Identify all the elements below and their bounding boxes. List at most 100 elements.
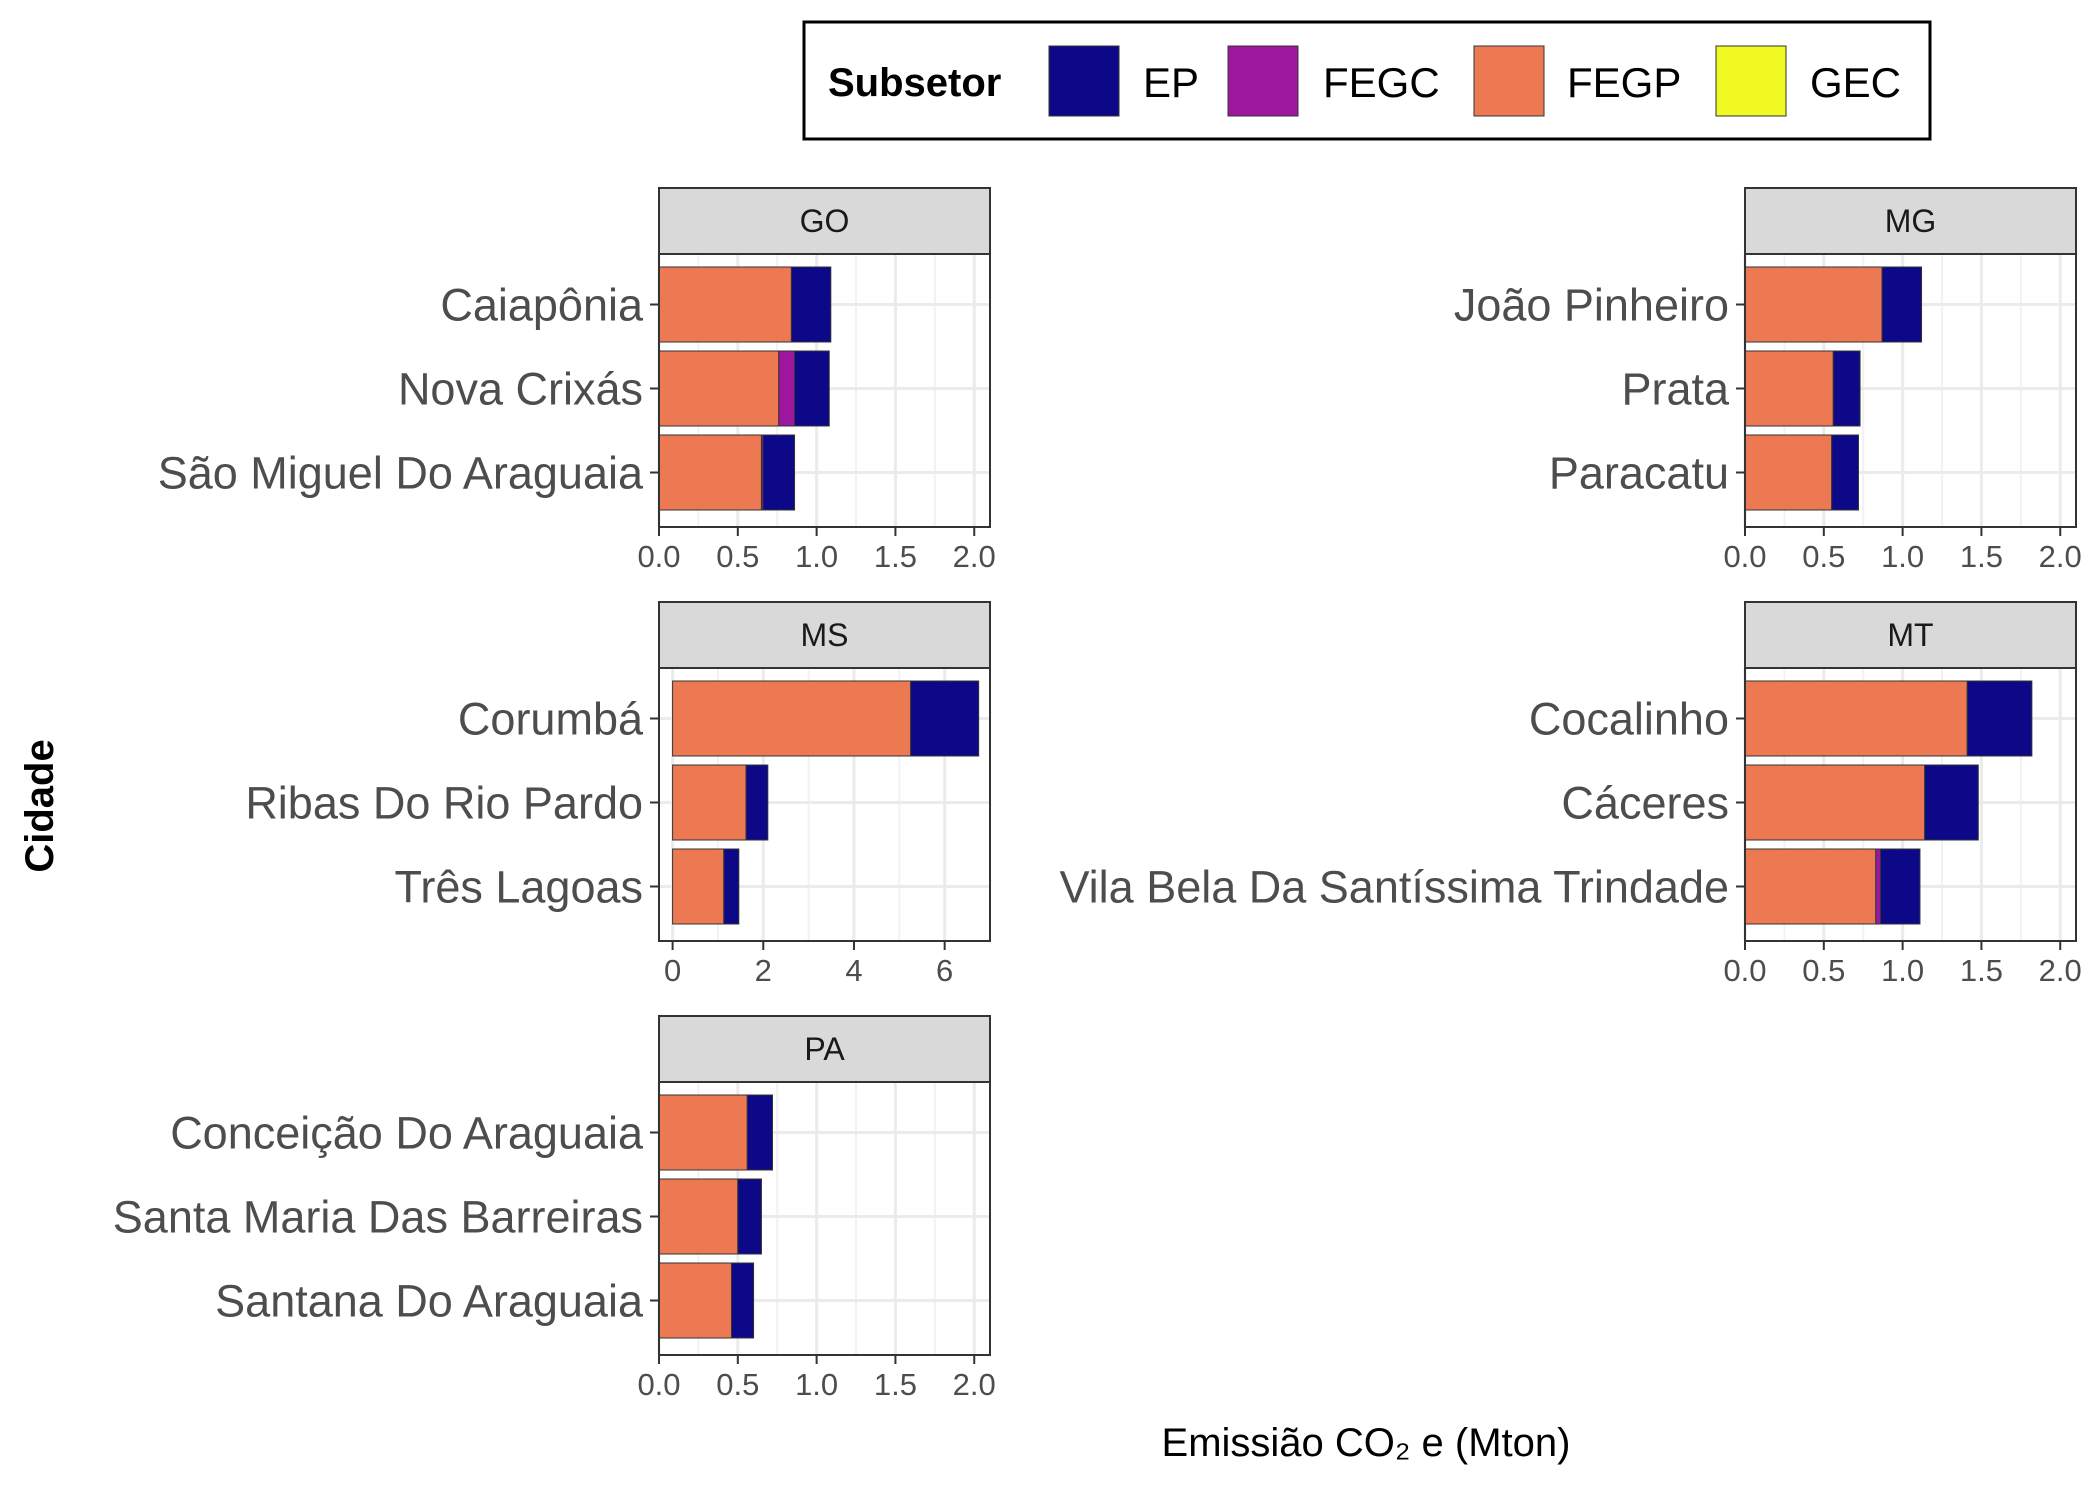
category-label: Nova Crixás xyxy=(398,364,643,415)
facet-strip xyxy=(658,1015,991,1083)
x-tick-label: 0.5 xyxy=(1802,539,1845,574)
panel-border xyxy=(1744,667,2077,942)
facet-label: MG xyxy=(1885,203,1937,239)
category-label: Cáceres xyxy=(1561,778,1729,829)
bar-ep-corumba xyxy=(910,680,980,757)
x-tick-label: 1.5 xyxy=(1960,953,2003,988)
bar-ep-prata xyxy=(1832,350,1861,427)
bar-ep-paracatu xyxy=(1831,434,1859,511)
x-tick-label: 0.0 xyxy=(1723,953,1766,988)
category-label: Corumbá xyxy=(458,694,644,745)
bar-fegp-cocalinho xyxy=(1744,680,1968,757)
legend-key-ep xyxy=(1048,45,1120,117)
bar-ep-conceicao-do-araguaia xyxy=(746,1094,773,1171)
panel-border xyxy=(658,667,991,942)
facet-strip xyxy=(658,601,991,669)
axis-titles: Emissião CO₂ e (Mton) Cidade xyxy=(18,739,1570,1465)
facet-strip xyxy=(658,187,991,255)
x-tick-label: 2.0 xyxy=(953,1367,996,1402)
x-tick-label: 1.0 xyxy=(795,539,838,574)
x-tick-label: 0 xyxy=(664,953,681,988)
bar-fegp-santana-do-araguaia xyxy=(658,1262,733,1339)
x-tick-label: 1.5 xyxy=(874,1367,917,1402)
x-tick-label: 1.0 xyxy=(1881,953,1924,988)
bar-fegp-joao-pinheiro xyxy=(1744,266,1883,343)
bar-ep-vila-bela-da-santissima-trindade xyxy=(1880,848,1921,925)
bar-ep-caiaponia xyxy=(790,266,832,343)
bar-ep-santa-maria-das-barreiras xyxy=(737,1178,762,1255)
category-label: Três Lagoas xyxy=(395,862,643,913)
x-tick-label: 2.0 xyxy=(2039,539,2082,574)
category-label: Santa Maria Das Barreiras xyxy=(113,1192,643,1243)
panel-go: GO Caiapônia Nova Crixás São Miguel Do Arag… xyxy=(158,187,996,574)
x-tick-label: 2 xyxy=(755,953,772,988)
category-label: Prata xyxy=(1621,364,1730,415)
bar-ep-caceres xyxy=(1924,764,1979,841)
x-tick-label: 2.0 xyxy=(953,539,996,574)
bar-ep-nova-crixas xyxy=(794,350,830,427)
panel-pa: PA Conceição Do Araguaia Santa Maria Das B… xyxy=(113,1015,996,1402)
facet-label: MT xyxy=(1887,617,1933,653)
x-tick-label: 1.0 xyxy=(795,1367,838,1402)
x-tick-label: 2.0 xyxy=(2039,953,2082,988)
bar-fegp-sao-miguel-do-araguaia xyxy=(658,434,762,511)
bar-ep-joao-pinheiro xyxy=(1881,266,1923,343)
bar-ep-ribas-do-rio-pardo xyxy=(745,764,769,841)
category-label: Vila Bela Da Santíssima Trindade xyxy=(1059,862,1729,913)
category-label: São Miguel Do Araguaia xyxy=(158,448,644,499)
category-label: Conceição Do Araguaia xyxy=(170,1108,644,1159)
bar-fegc-vila-bela-da-santissima-trindade xyxy=(1875,848,1882,925)
bar-fegp-caceres xyxy=(1744,764,1926,841)
x-tick-label: 1.5 xyxy=(874,539,917,574)
legend-label-ep: EP xyxy=(1143,59,1199,106)
x-tick-label: 0.5 xyxy=(716,1367,759,1402)
x-tick-label: 6 xyxy=(936,953,953,988)
legend-label-fegc: FEGC xyxy=(1323,59,1440,106)
bar-fegp-caiaponia xyxy=(658,266,792,343)
facet-label: GO xyxy=(800,203,850,239)
x-tick-label: 1.0 xyxy=(1881,539,1924,574)
bar-ep-sao-miguel-do-araguaia xyxy=(762,434,796,511)
category-label: Ribas Do Rio Pardo xyxy=(245,778,643,829)
x-tick-label: 4 xyxy=(845,953,862,988)
legend-key-fegp xyxy=(1473,45,1545,117)
bar-fegp-prata xyxy=(1744,350,1834,427)
category-label: Santana Do Araguaia xyxy=(215,1276,644,1327)
category-label: Cocalinho xyxy=(1529,694,1729,745)
facet-strip xyxy=(1744,601,2077,669)
x-tick-label: 0.0 xyxy=(637,1367,680,1402)
x-tick-label: 0.5 xyxy=(1802,953,1845,988)
legend-label-fegp: FEGP xyxy=(1567,59,1681,106)
x-axis-title: Emissião CO₂ e (Mton) xyxy=(1162,1421,1571,1465)
bar-fegp-santa-maria-das-barreiras xyxy=(658,1178,739,1255)
legend-title: Subsetor xyxy=(828,61,1001,105)
legend: Subsetor EP FEGC FEGP GEC xyxy=(802,20,1932,141)
legend-key-gec xyxy=(1715,45,1787,117)
panel-border xyxy=(658,253,991,528)
x-tick-label: 0.0 xyxy=(1723,539,1766,574)
bar-fegp-ribas-do-rio-pardo xyxy=(672,764,747,841)
bar-fegp-corumba xyxy=(672,680,912,757)
legend-key-fegc xyxy=(1227,45,1299,117)
legend-label-gec: GEC xyxy=(1810,59,1901,106)
category-label: Paracatu xyxy=(1549,448,1729,499)
panel-mg: MG João Pinheiro Prata Paracatu 0.0 0.5 1.0 1.5… xyxy=(1454,187,2082,574)
bar-fegc-nova-crixas xyxy=(778,350,796,427)
bar-fegp-tres-lagoas xyxy=(672,848,725,925)
category-label: João Pinheiro xyxy=(1454,280,1729,331)
x-tick-label: 0.0 xyxy=(637,539,680,574)
panel-ms: MS Corumbá Ribas Do Rio Pardo Três Lagoas 0 2… xyxy=(245,601,991,988)
facet-label: MS xyxy=(801,617,849,653)
facet-label: PA xyxy=(804,1031,845,1067)
bar-fegp-nova-crixas xyxy=(658,350,780,427)
facet-panels: GO Caiapônia Nova Crixás São Miguel Do Arag… xyxy=(113,187,2082,1402)
bar-ep-santana-do-araguaia xyxy=(731,1262,755,1339)
panel-border xyxy=(658,1081,991,1356)
bar-fegp-paracatu xyxy=(1744,434,1833,511)
x-tick-label: 1.5 xyxy=(1960,539,2003,574)
panel-border xyxy=(1744,253,2077,528)
y-axis-title: Cidade xyxy=(18,739,62,872)
bar-fegp-vila-bela-da-santissima-trindade xyxy=(1744,848,1877,925)
bar-fegp-conceicao-do-araguaia xyxy=(658,1094,748,1171)
